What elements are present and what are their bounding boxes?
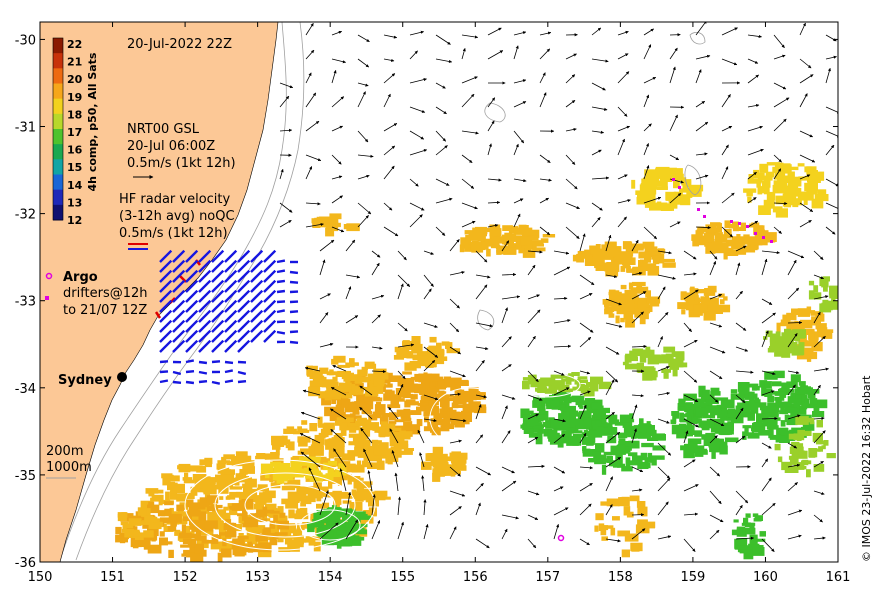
colorbar-segment (53, 189, 63, 206)
city-label-sydney: Sydney (58, 373, 112, 388)
lon-tick-label: 159 (680, 570, 705, 585)
colorbar-segment (53, 98, 63, 115)
axes: 150 151 152 153 154 155 156 157 158 159 160 161 -30 -… (15, 22, 851, 585)
lat-tick-label: -34 (15, 382, 36, 397)
colorbar-segment (53, 113, 63, 130)
gsl-current-vectors (279, 22, 838, 552)
colorbar-tick-label: 15 (67, 161, 82, 174)
colorbar-tick-label: 12 (67, 214, 82, 227)
colorbar-segment (53, 38, 63, 54)
contour-200-label: 200m (46, 444, 83, 459)
colorbar-segment (53, 129, 63, 145)
colorbar-label: 4h comp, p50, All Sats (86, 52, 99, 191)
lat-tick-label: -36 (15, 556, 36, 571)
colorbar-tick-label: 16 (67, 144, 83, 157)
lon-tick-label: 157 (535, 570, 560, 585)
contour-1000-label: 1000m (46, 460, 92, 475)
map-timestamp: 20-Jul-2022 22Z (127, 37, 232, 52)
lon-tick-label: 161 (826, 570, 851, 585)
gsl-legend-title: NRT00 GSL (127, 122, 200, 137)
colorbar-segment (53, 174, 63, 191)
eddy-contours (184, 372, 581, 551)
lon-tick-label: 150 (28, 570, 53, 585)
plot-frame (39, 21, 839, 563)
colorbar-tick-label: 18 (67, 108, 82, 121)
lon-tick-label: 151 (100, 570, 125, 585)
lon-tick-label: 152 (173, 570, 198, 585)
sst-patches (115, 162, 838, 562)
colorbar-segment (53, 204, 63, 221)
argo-legend-icon (45, 272, 53, 280)
colorbar-tick-label: 22 (67, 38, 82, 51)
lat-tick-label: -31 (15, 121, 36, 136)
sydney-marker (117, 372, 127, 382)
lon-tick-label: 155 (390, 570, 415, 585)
argo-drifters (672, 178, 773, 243)
hf-radar-vectors (159, 249, 299, 385)
colorbar-tick-label: 14 (67, 179, 83, 192)
lat-tick-label: -35 (15, 469, 36, 484)
argo-floats (557, 534, 565, 542)
lon-tick-label: 156 (463, 570, 488, 585)
lon-tick-label: 160 (753, 570, 778, 585)
drifter-legend-label-1: drifters@12h (63, 286, 148, 301)
lon-tick-label: 158 (608, 570, 633, 585)
colorbar-segment (53, 144, 63, 160)
colorbar-tick-label: 13 (67, 196, 82, 209)
lon-tick-label: 153 (245, 570, 270, 585)
argo-legend-label: Argo (63, 270, 98, 285)
lat-tick-label: -30 (15, 33, 36, 48)
imos-credit: © IMOS 23-Jul-2022 16:32 Hobart (860, 375, 873, 562)
gsl-legend-time: 20-Jul 06:00Z (127, 139, 215, 154)
colorbar-segment (53, 53, 63, 69)
colorbar-tick-label: 19 (67, 91, 82, 104)
lat-tick-label: -32 (15, 208, 36, 223)
colorbar-tick-label: 21 (67, 56, 82, 69)
lat-tick-label: -33 (15, 295, 36, 310)
colorbar-segment (53, 68, 63, 84)
gsl-legend-scale: 0.5m/s (1kt 12h) (127, 156, 236, 171)
drifter-legend-icon (45, 296, 49, 300)
bathymetry-contours (59, 22, 706, 561)
colorbar-segment (53, 83, 63, 100)
colorbar-tick-label: 17 (67, 126, 82, 139)
colorbar-segment (53, 159, 63, 175)
lon-tick-label: 154 (318, 570, 343, 585)
colorbar-tick-label: 20 (67, 73, 83, 86)
hf-legend-scale: 0.5m/s (1kt 12h) (119, 226, 228, 241)
hf-legend-title: HF radar velocity (119, 192, 231, 207)
hf-legend-avg: (3-12h avg) noQC (119, 209, 235, 224)
colorbar: 22 21 20 19 18 17 16 15 14 13 12 4h comp, p50, All… (52, 37, 99, 227)
drifter-legend-label-2: to 21/07 12Z (63, 303, 147, 318)
